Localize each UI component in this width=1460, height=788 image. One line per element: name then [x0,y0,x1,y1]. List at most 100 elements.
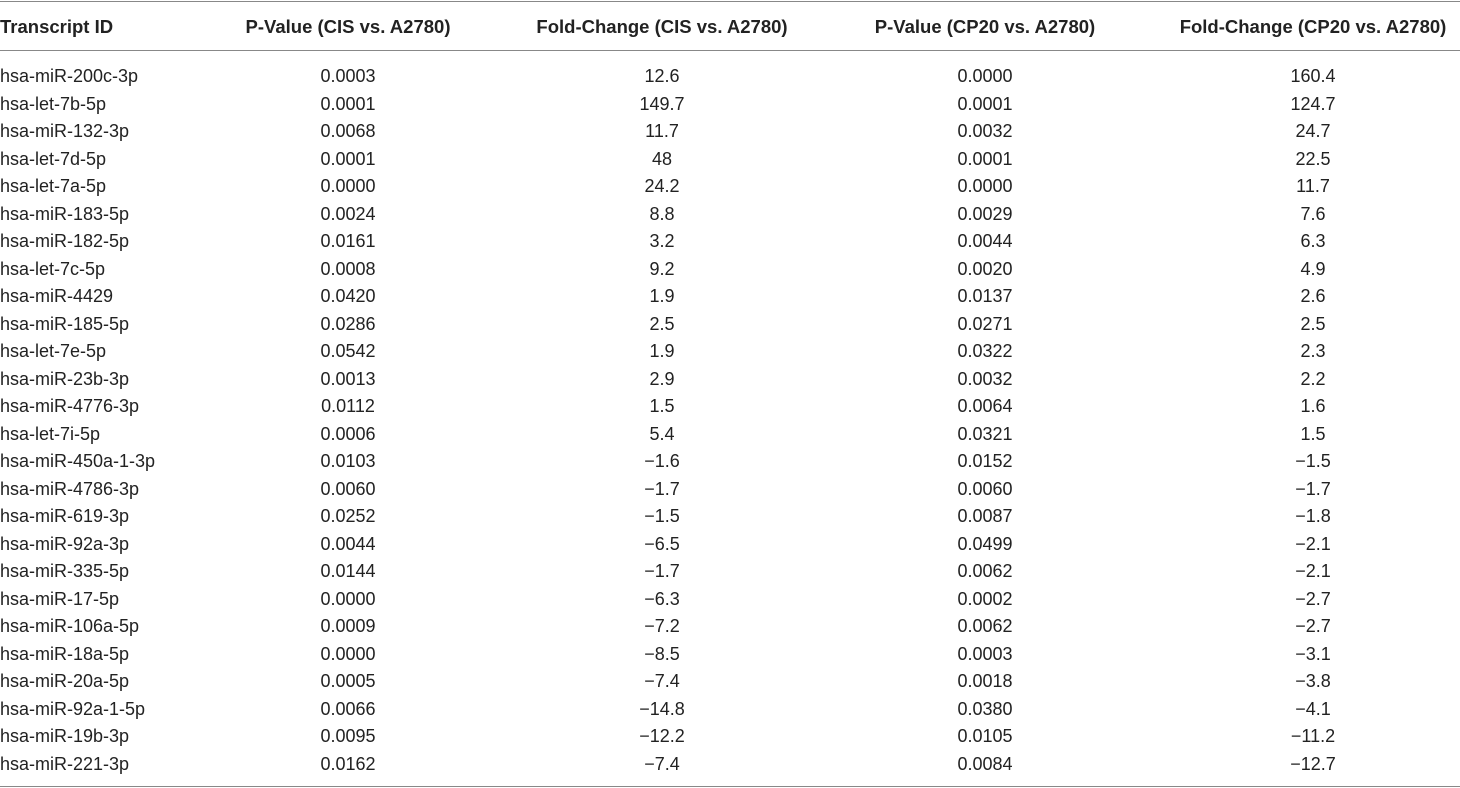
table-cell: 0.0000 [320,643,376,664]
table-cell: −1.8 [1295,506,1331,526]
table-cell: −8.5 [644,643,680,664]
table-cell: 0.0420 [320,286,376,306]
table-cell: 0.0105 [957,726,1013,746]
table-cell: −2.7 [1295,616,1331,636]
table-cell: 0.0062 [957,616,1013,636]
table-cell: 48 [651,148,673,169]
table-cell: 0.0060 [957,478,1013,499]
table-cell: 1.5 [1300,423,1326,444]
transcript-id: hsa-miR-335-5p [0,561,130,581]
table-cell: 0.0322 [957,341,1013,361]
table-cell: 7.6 [1300,203,1326,224]
transcript-id: hsa-miR-619-3p [0,506,130,526]
table-cell: 4.9 [1300,258,1326,279]
table-cell: 0.0001 [320,93,376,114]
table-cell: −11.2 [1290,726,1336,746]
table-cell: 2.6 [1300,286,1326,306]
table-cell: 2.2 [1300,368,1326,389]
top-rule [0,1,1460,2]
transcript-id: hsa-miR-23b-3p [0,368,130,389]
table-cell: 2.5 [649,313,675,334]
table-cell: 9.2 [649,258,675,279]
transcript-id: hsa-miR-17-5p [0,588,120,609]
table-cell: 124.7 [1290,93,1336,114]
header-rule [0,50,1460,51]
table-cell: 1.5 [649,396,675,416]
table-cell: 0.0068 [320,121,376,141]
table-cell: 11.7 [1296,176,1330,196]
table-cell: 0.0095 [320,726,376,746]
table-cell: 0.0020 [957,258,1013,279]
table-cell: 1.9 [649,286,675,306]
table-cell: 0.0064 [957,396,1013,416]
table-cell: 0.0001 [957,93,1013,114]
table-cell: 8.8 [649,203,675,224]
transcript-id: hsa-miR-4429 [0,286,114,306]
transcript-id: hsa-let-7c-5p [0,258,106,279]
table-cell: 0.0013 [320,368,376,389]
transcript-id: hsa-let-7i-5p [0,423,101,444]
transcript-id: hsa-miR-221-3p [0,753,130,774]
table-cell: 0.0009 [320,616,376,636]
transcript-id: hsa-miR-106a-5p [0,616,140,636]
table-cell: 0.0380 [957,698,1013,719]
table-cell: 0.0006 [320,423,376,444]
table-cell: 0.0003 [957,643,1013,664]
transcript-id: hsa-let-7b-5p [0,93,107,114]
table-cell: 0.0005 [320,671,376,691]
table-cell: 0.0103 [320,451,376,471]
table-cell: −6.3 [644,588,680,609]
table-cell: −1.5 [644,506,680,526]
transcript-id: hsa-miR-19b-3p [0,726,130,746]
table-cell: 0.0032 [957,121,1013,141]
table-cell: −6.5 [644,533,680,554]
table-cell: 149.7 [639,93,685,114]
table-cell: 0.0000 [320,588,376,609]
transcript-id: hsa-miR-4786-3p [0,478,140,499]
table-cell: 0.0162 [320,753,376,774]
table-cell: 0.0008 [320,258,376,279]
transcript-id: hsa-miR-183-5p [0,203,130,224]
table-cell: 0.0112 [321,396,375,416]
table-cell: 0.0087 [957,506,1013,526]
table-cell: 0.0044 [957,231,1013,251]
transcript-id: hsa-miR-92a-3p [0,533,130,554]
table-cell: 0.0137 [957,286,1013,306]
table-cell: −1.7 [1295,478,1331,499]
table-cell: 0.0024 [320,203,376,224]
bottom-rule [0,786,1460,787]
table-cell: 0.0144 [320,561,376,581]
table-cell: −14.8 [639,698,685,719]
table-cell: −2.1 [1295,561,1331,581]
table-cell: 160.4 [1290,66,1336,86]
table-cell: 0.0060 [320,478,376,499]
table-cell: 0.0062 [957,561,1013,581]
table-cell: 0.0000 [320,176,376,196]
transcript-id: hsa-miR-20a-5p [0,671,130,691]
table-cell: −7.4 [644,753,680,774]
transcript-id: hsa-miR-92a-1-5p [0,698,146,719]
table-cell: 6.3 [1300,231,1326,251]
transcript-id: hsa-miR-200c-3p [0,66,139,86]
table-cell: 0.0066 [320,698,376,719]
table-cell: 24.7 [1295,121,1331,141]
table-cell: 0.0001 [957,148,1013,169]
table-cell: 2.5 [1300,313,1326,334]
table-cell: −12.7 [1290,753,1336,774]
table-cell: −12.2 [639,726,685,746]
table-cell: 0.0032 [957,368,1013,389]
table-cell: 3.2 [649,231,675,251]
table-cell: −3.8 [1295,671,1331,691]
column-header: Fold-Change (CP20 vs. A2780) [1179,16,1447,37]
table-cell: −1.5 [1295,451,1331,471]
table-cell: 0.0084 [957,753,1013,774]
table-cell: 2.9 [649,368,675,389]
transcript-id: hsa-miR-450a-1-3p [0,451,156,471]
transcript-id: hsa-miR-185-5p [0,313,130,334]
table-cell: −4.1 [1295,698,1331,719]
transcript-id: hsa-let-7d-5p [0,148,107,169]
column-header: P-Value (CIS vs. A2780) [245,16,451,37]
table-cell: 0.0271 [957,313,1013,334]
table-cell: 0.0000 [957,176,1013,196]
